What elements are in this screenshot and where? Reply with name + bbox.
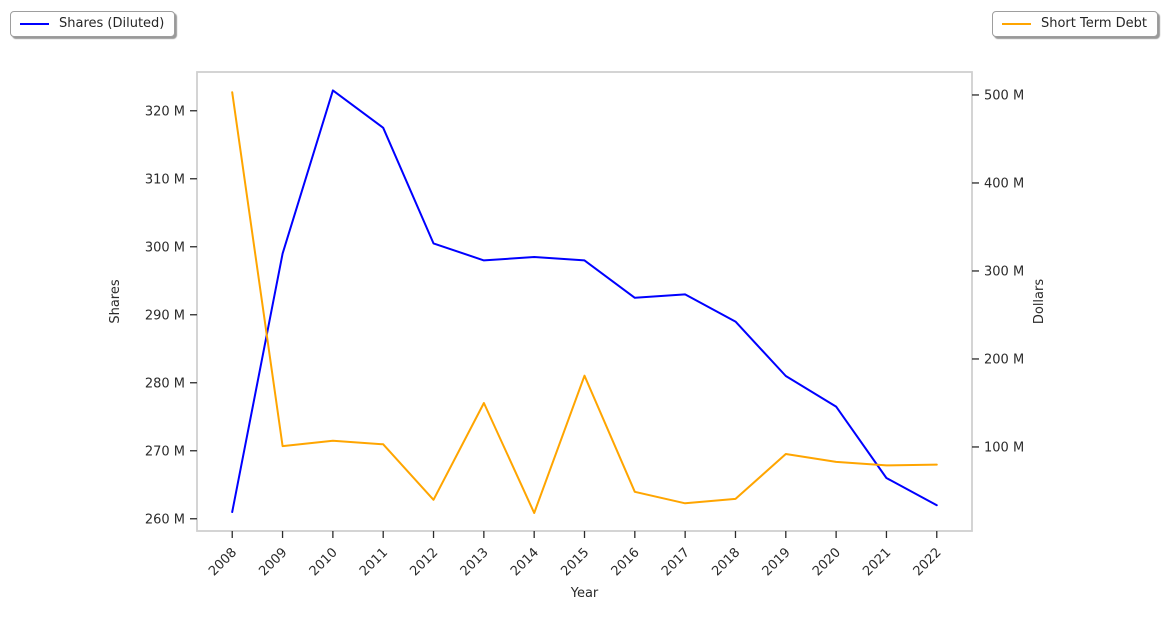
y-tick-label-left: 300 M xyxy=(145,240,185,255)
x-axis: 2008 2009 2010 2011 2012 2013 2014 2015 2016 2017… xyxy=(206,531,945,601)
x-tick-label: 2011 xyxy=(357,545,391,579)
y-tick-label-left: 290 M xyxy=(145,308,185,323)
series-line-short-term-debt xyxy=(231,91,938,514)
y-tick-label-left: 270 M xyxy=(145,444,185,459)
x-tick-label: 2014 xyxy=(508,545,542,579)
y-tick-label-left: 260 M xyxy=(145,512,185,527)
x-tick-label: 2009 xyxy=(256,545,290,579)
legend-label-shares: Shares (Diluted) xyxy=(59,16,165,31)
y-axis-label-right: Dollars xyxy=(1032,279,1047,324)
x-tick-label: 2008 xyxy=(206,545,240,579)
x-tick-label: 2020 xyxy=(810,545,844,579)
y-tick-label-left: 320 M xyxy=(145,104,185,119)
y-tick-label-left: 310 M xyxy=(145,172,185,187)
x-tick-label: 2013 xyxy=(458,545,492,579)
legend-shares-diluted: Shares (Diluted) xyxy=(10,11,176,37)
y-axis-right: 100 M 200 M 300 M 400 M 500 M Dollars xyxy=(972,88,1047,455)
y-axis-label-left: Shares xyxy=(108,279,123,324)
legend-line-sample-debt xyxy=(1001,22,1031,25)
x-tick-label: 2012 xyxy=(407,545,441,579)
plot-border xyxy=(196,71,973,532)
y-tick-label-right: 400 M xyxy=(984,176,1024,191)
legend-line-sample-shares xyxy=(20,22,49,25)
x-tick-label: 2010 xyxy=(307,545,341,579)
legend-label-debt: Short Term Debt xyxy=(1040,16,1147,31)
y-axis-left: 260 M 270 M 280 M 290 M 300 M 310 M 320 M Share… xyxy=(108,104,197,527)
x-tick-label: 2022 xyxy=(911,545,945,579)
y-tick-label-right: 500 M xyxy=(984,88,1024,103)
x-tick-label: 2015 xyxy=(558,545,592,579)
y-tick-label-right: 300 M xyxy=(984,264,1024,279)
x-axis-label: Year xyxy=(570,586,599,601)
x-tick-label: 2019 xyxy=(760,545,794,579)
y-tick-label-right: 100 M xyxy=(984,440,1024,455)
x-tick-label: 2021 xyxy=(860,545,894,579)
x-tick-label: 2017 xyxy=(659,545,693,579)
y-tick-label-left: 280 M xyxy=(145,376,185,391)
legend-short-term-debt: Short Term Debt xyxy=(991,11,1158,37)
series-line-shares-diluted xyxy=(231,89,938,513)
y-tick-label-right: 200 M xyxy=(984,352,1024,367)
x-tick-label: 2016 xyxy=(609,545,643,579)
x-tick-label: 2018 xyxy=(709,545,743,579)
